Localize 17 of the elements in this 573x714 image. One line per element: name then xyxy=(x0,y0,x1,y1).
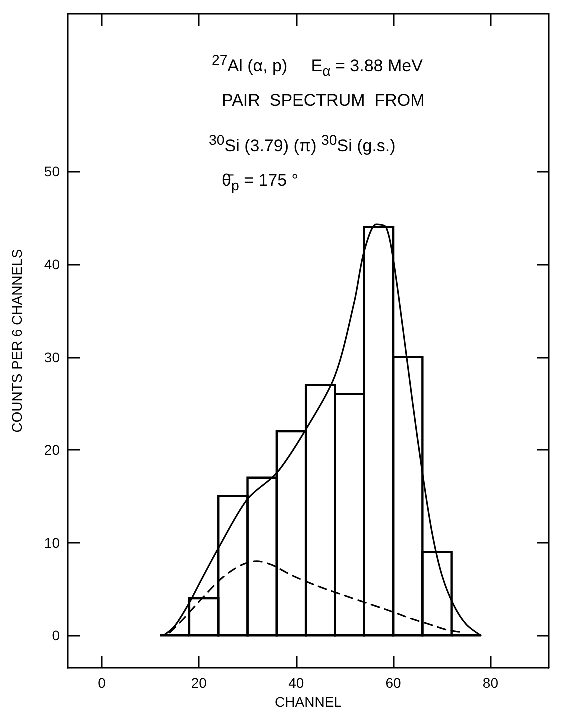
y-tick-label: 0 xyxy=(52,628,60,644)
x-tick-label: 40 xyxy=(288,675,304,692)
annotation: $^{30}$Si (3.79) (π) $^{30}$Si (g.s.) xyxy=(209,132,396,158)
annotation: θ̄$_{p}$ = 175 ° xyxy=(222,170,299,196)
annotation: PAIR SPECTRUM FROM xyxy=(222,90,425,112)
annotation: $^{27}$Al (α, p) E$_{α}$ = 3.88 MeV xyxy=(212,52,423,82)
y-tick-label: 40 xyxy=(44,256,60,273)
y-axis-title: COUNTS PER 6 CHANNELS xyxy=(9,249,25,433)
x-tick-label: 60 xyxy=(386,675,402,692)
x-tick-label: 0 xyxy=(98,675,106,692)
x-axis-title: CHANNEL xyxy=(275,694,342,710)
x-tick-label: 80 xyxy=(482,675,499,692)
x-tick-label: 20 xyxy=(191,675,208,692)
y-tick-label: 30 xyxy=(44,349,60,366)
y-tick-label: 10 xyxy=(44,534,60,551)
y-tick-label: 20 xyxy=(44,442,60,458)
y-tick-label: 50 xyxy=(44,164,60,180)
